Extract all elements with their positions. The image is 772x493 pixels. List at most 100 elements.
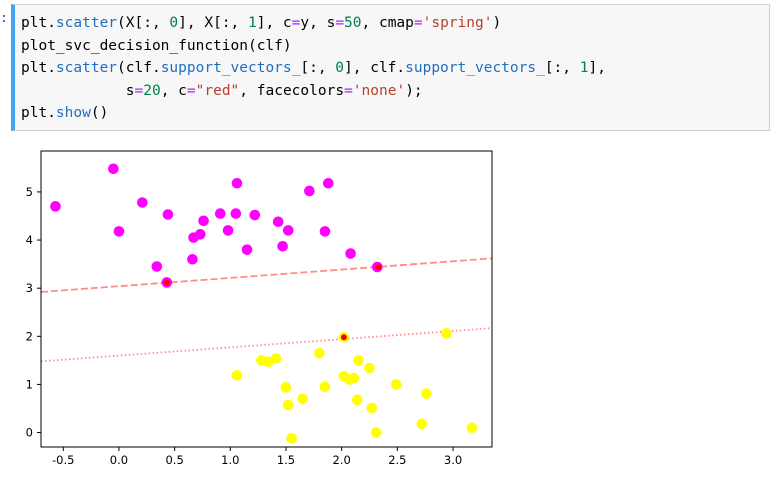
code-token: 1 bbox=[248, 15, 257, 31]
code-token: scatter bbox=[55, 15, 118, 31]
scatter-point-class-1 bbox=[348, 372, 360, 384]
code-token: , c bbox=[160, 82, 187, 99]
code-token: = bbox=[413, 15, 423, 31]
code-token: plt. bbox=[21, 105, 56, 121]
code-token: plt. bbox=[21, 60, 56, 76]
scatter-point-class-0 bbox=[214, 208, 226, 219]
code-line: plt.scatter(X[:, 0], X[:, 1], c=y, s=50,… bbox=[21, 12, 769, 35]
code-token: ], clf. bbox=[344, 60, 406, 76]
code-token: 1 bbox=[579, 60, 589, 76]
code-editor[interactable]: plt.scatter(X[:, 0], X[:, 1], c=y, s=50,… bbox=[21, 12, 769, 125]
cell-prompt-mark: : bbox=[0, 11, 8, 26]
scatter-point-class-0 bbox=[272, 216, 284, 228]
support-vector-point bbox=[163, 279, 170, 286]
code-token: () bbox=[90, 105, 109, 121]
scatter-point-class-0 bbox=[113, 226, 125, 237]
y-tick-label: 3 bbox=[26, 281, 33, 295]
x-tick-label: 0.0 bbox=[110, 453, 128, 467]
plot-frame bbox=[40, 150, 493, 448]
code-token: [:, bbox=[544, 60, 580, 76]
code-token: s bbox=[21, 82, 135, 99]
code-token: support_vectors_ bbox=[160, 60, 301, 76]
code-token: 'none' bbox=[352, 82, 406, 99]
code-line: plt.show() bbox=[21, 102, 769, 125]
scatter-point-class-1 bbox=[364, 362, 375, 374]
scatter-point-class-0 bbox=[222, 225, 234, 236]
code-token: 20 bbox=[143, 82, 161, 99]
code-token: plot_svc_decision_function(clf) bbox=[21, 37, 292, 54]
code-token: (X[:, bbox=[117, 15, 170, 31]
scatter-point-class-1 bbox=[282, 399, 294, 411]
y-tick-label: 4 bbox=[26, 233, 33, 247]
scatter-point-class-1 bbox=[390, 379, 402, 390]
scatter-point-class-0 bbox=[249, 209, 261, 221]
code-token: ], X[:, bbox=[178, 15, 248, 31]
y-tick-label: 0 bbox=[26, 426, 33, 440]
code-token: ], c bbox=[256, 15, 292, 31]
code-token: = bbox=[186, 82, 196, 99]
code-token: y, s bbox=[300, 15, 336, 31]
scatter-point-class-0 bbox=[108, 163, 119, 175]
y-tick-label: 1 bbox=[26, 377, 33, 391]
scatter-point-class-1 bbox=[270, 353, 282, 364]
scatter-point-class-0 bbox=[241, 244, 253, 255]
x-tick-label: 1.5 bbox=[277, 453, 295, 467]
x-tick-label: 0.5 bbox=[165, 453, 183, 467]
scatter-point-class-0 bbox=[194, 228, 206, 240]
x-tick-label: 2.5 bbox=[388, 453, 406, 467]
scatter-point-class-1 bbox=[466, 422, 478, 434]
scatter-point-class-1 bbox=[319, 381, 331, 393]
code-token: (clf. bbox=[117, 60, 161, 76]
scatter-point-class-1 bbox=[314, 347, 325, 359]
scatter-point-class-1 bbox=[441, 328, 452, 339]
scatter-point-class-0 bbox=[277, 240, 288, 252]
code-token: = bbox=[134, 82, 144, 99]
cell-output: -0.5 0.0 0.5 1.0 1.5 2.0 2.5 3.0 0 1 2 3 4 5 bbox=[0, 139, 772, 489]
x-tick-label: 3.0 bbox=[444, 453, 462, 467]
scatter-point-class-0 bbox=[345, 248, 356, 259]
scatter-point-class-0 bbox=[304, 185, 315, 197]
code-token: ], bbox=[588, 60, 606, 76]
code-token: "red" bbox=[195, 82, 240, 99]
code-token: ); bbox=[405, 82, 423, 99]
code-cell-input[interactable]: plt.scatter(X[:, 0], X[:, 1], c=y, s=50,… bbox=[11, 4, 770, 131]
code-token: [:, bbox=[300, 60, 336, 76]
scatter-point-class-1 bbox=[231, 369, 243, 381]
scatter-point-class-1 bbox=[297, 393, 308, 405]
code-token: = bbox=[335, 15, 345, 31]
scatter-point-class-0 bbox=[162, 209, 174, 220]
scatter-point-class-1 bbox=[370, 427, 382, 438]
code-token: show bbox=[55, 105, 91, 121]
scatter-point-class-0 bbox=[187, 253, 198, 265]
code-token: plt. bbox=[21, 15, 56, 31]
code-token: 0 bbox=[169, 15, 179, 31]
code-token: 0 bbox=[335, 60, 345, 76]
scatter-point-class-0 bbox=[231, 177, 243, 189]
scatter-point-class-1 bbox=[286, 433, 297, 444]
scatter-point-class-0 bbox=[319, 226, 331, 237]
y-tick-label: 2 bbox=[26, 329, 33, 343]
code-line: s=20, c="red", facecolors='none'); bbox=[21, 80, 769, 103]
scatter-point-class-1 bbox=[420, 388, 432, 399]
code-token: , facecolors bbox=[239, 82, 345, 99]
plot-area bbox=[41, 151, 492, 447]
code-token: = bbox=[291, 15, 301, 31]
scatter-point-class-0 bbox=[230, 208, 242, 219]
scatter-point-class-1 bbox=[416, 418, 428, 430]
y-tick-label: 5 bbox=[26, 185, 33, 199]
code-token: 'spring' bbox=[422, 15, 493, 31]
scatter-point-class-1 bbox=[366, 402, 378, 414]
scatter-point-class-0 bbox=[50, 201, 61, 212]
x-tick-label: 2.0 bbox=[333, 453, 351, 467]
scatter-point-class-1 bbox=[353, 355, 364, 366]
scatter-point-class-0 bbox=[323, 177, 334, 189]
x-tick-label: -0.5 bbox=[52, 453, 74, 467]
margin-line-dotted bbox=[40, 327, 493, 363]
code-token: ) bbox=[492, 15, 502, 31]
code-line: plot_svc_decision_function(clf) bbox=[21, 35, 769, 58]
scatter-point-class-0 bbox=[198, 215, 209, 227]
scatter-point-class-0 bbox=[137, 197, 148, 208]
code-token: = bbox=[344, 82, 353, 99]
scatter-point-class-0 bbox=[282, 225, 294, 236]
support-vector-point bbox=[340, 334, 347, 341]
